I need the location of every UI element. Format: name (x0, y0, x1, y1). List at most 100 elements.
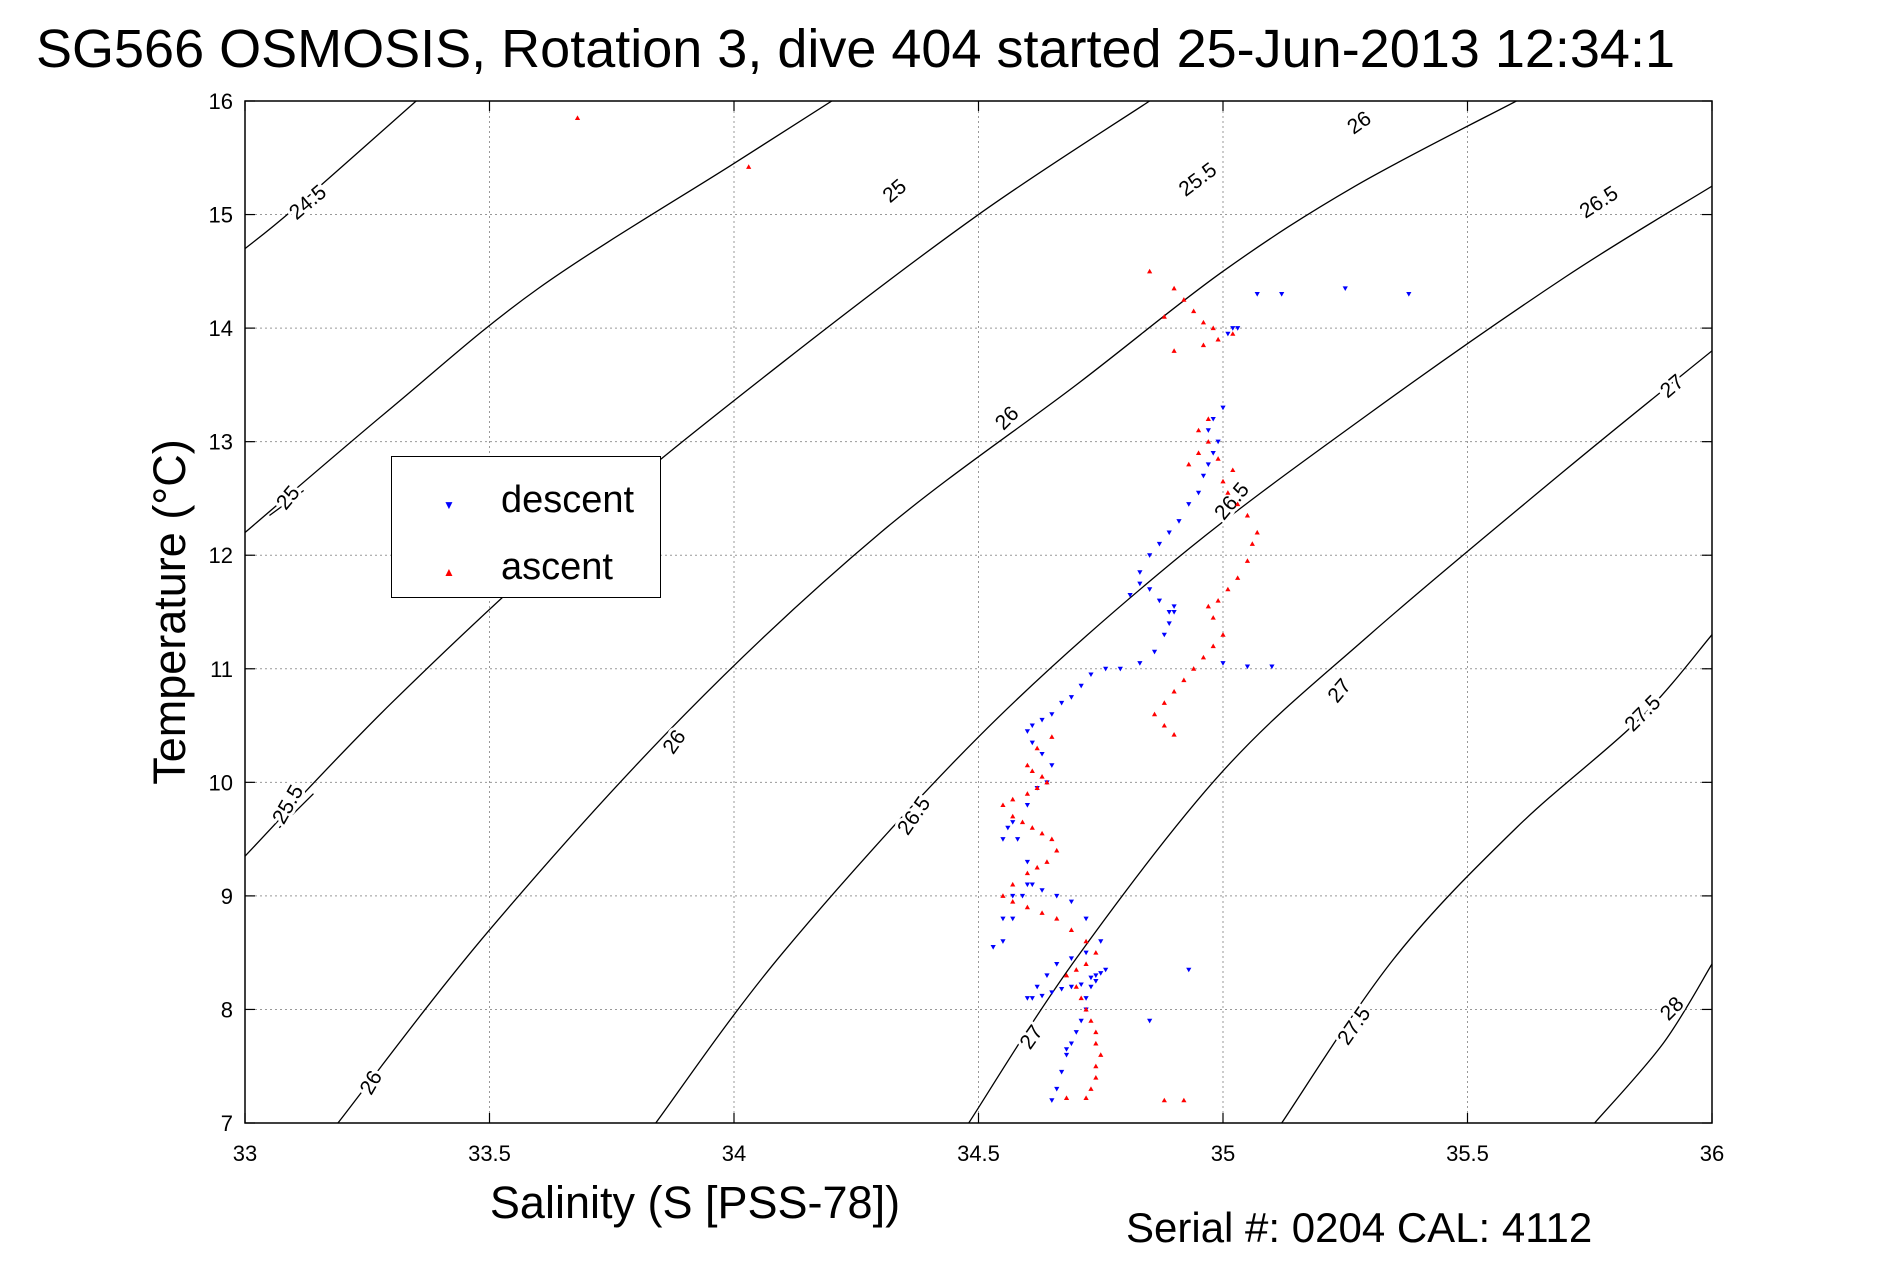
ascent-point (1088, 1018, 1094, 1023)
ascent-point (1029, 768, 1035, 773)
descent-point (1215, 439, 1221, 445)
descent-point (1078, 982, 1084, 988)
ascent-point (1088, 1086, 1094, 1091)
descent-point (990, 944, 996, 950)
descent-point (1068, 1041, 1075, 1047)
ascent-point (1254, 529, 1260, 535)
descent-point (1210, 416, 1216, 422)
descent-point (1205, 428, 1211, 433)
descent-point (1049, 990, 1055, 996)
x-tick-label: 33.5 (468, 1141, 511, 1166)
descent-point (1044, 973, 1050, 978)
ascent-point (1195, 450, 1202, 456)
contour-line-25-5 (245, 101, 1151, 857)
ascent-point (1171, 732, 1177, 737)
ascent-point (1205, 416, 1211, 421)
ascent-point (1019, 819, 1026, 825)
ascent-point (1200, 319, 1207, 325)
y-tick-label: 12 (209, 543, 233, 568)
descent-point (1117, 666, 1123, 672)
contour-label: 27.5 (1333, 1003, 1375, 1050)
descent-point (1161, 632, 1167, 638)
descent-point (1098, 971, 1104, 976)
descent-point (1073, 1030, 1079, 1035)
ascent-point (1063, 1095, 1070, 1101)
descent-point (1235, 326, 1241, 331)
ascent-point (1078, 995, 1084, 1001)
x-axis-label: Salinity (S [PSS-78]) (490, 1177, 900, 1228)
descent-point (1024, 803, 1030, 808)
ascent-point (1054, 916, 1060, 921)
descent-point (1098, 939, 1104, 944)
ascent-point (1044, 859, 1050, 864)
descent-point (1147, 1018, 1153, 1024)
descent-point (1342, 286, 1348, 291)
descent-point (1088, 984, 1094, 990)
y-tick-label: 8 (221, 997, 233, 1022)
descent-point (1049, 763, 1055, 768)
ascent-point (1171, 348, 1177, 353)
contour-label: 26.5 (1576, 182, 1623, 224)
y-tick-label: 16 (209, 89, 233, 114)
contour-line-26 (655, 185, 1712, 1123)
ascent-point (746, 164, 752, 169)
ascent-point (1039, 774, 1045, 779)
contour-label: 27 (1323, 675, 1356, 708)
descent-point (1166, 530, 1172, 536)
descent-point (1049, 1098, 1055, 1103)
descent-point (1029, 882, 1035, 888)
descent-point (1039, 717, 1045, 723)
ascent-point (1010, 813, 1016, 819)
y-tick-label: 9 (221, 884, 233, 909)
descent-point (1083, 996, 1089, 1001)
descent-point (1078, 1018, 1084, 1024)
contour-line-25 (269, 489, 305, 517)
ascent-point (1235, 501, 1241, 507)
x-tick-label: 34 (722, 1141, 746, 1166)
ascent-point (1205, 603, 1211, 609)
descent-point (1024, 882, 1030, 888)
ascent-point (1181, 677, 1187, 683)
descent-point (1083, 916, 1089, 922)
y-tick-label: 7 (221, 1111, 233, 1136)
descent-point (1225, 331, 1231, 337)
contour-label: 27 (1015, 1021, 1047, 1053)
descent-point (1000, 837, 1006, 842)
ascent-point (1195, 427, 1202, 433)
descent-point (1093, 973, 1099, 978)
ascent-point (1147, 268, 1153, 274)
descent-point (1083, 950, 1089, 956)
descent-point (1010, 916, 1016, 922)
contour-line-26 (337, 101, 1517, 1123)
ascent-point (1230, 331, 1236, 336)
ascent-point (1093, 1029, 1099, 1035)
ascent-point (1044, 779, 1050, 785)
descent-point (1156, 541, 1163, 547)
descent-point (1059, 987, 1065, 992)
y-tick-label: 10 (209, 770, 233, 795)
descent-point (1063, 1047, 1070, 1052)
descent-point (1029, 996, 1035, 1001)
ascent-point (1161, 1097, 1167, 1103)
contour-line-27-5 (1594, 963, 1712, 1123)
chart-title: SG566 OSMOSIS, Rotation 3, dive 404 star… (36, 19, 1675, 79)
y-tick-label: 14 (209, 316, 233, 341)
ascent-point (1083, 938, 1089, 944)
ascent-point (1161, 722, 1167, 728)
ascent-point (1205, 439, 1211, 444)
ascent-point (1200, 342, 1207, 348)
x-tick-label: 36 (1700, 1141, 1724, 1166)
descent-point (1049, 712, 1055, 717)
contour-line-27 (1281, 634, 1712, 1123)
ascent-point (1093, 950, 1099, 955)
contour-line-24-5 (245, 101, 417, 250)
ascent-point (1024, 791, 1030, 796)
descent-point (1029, 723, 1035, 729)
ascent-point (1191, 666, 1197, 671)
ascent-point (1034, 745, 1040, 751)
descent-point (1063, 1052, 1070, 1058)
data-points (574, 115, 1412, 1103)
ascent-point (1093, 1063, 1099, 1069)
ascent-point (1073, 984, 1079, 989)
descent-point (1034, 984, 1040, 990)
